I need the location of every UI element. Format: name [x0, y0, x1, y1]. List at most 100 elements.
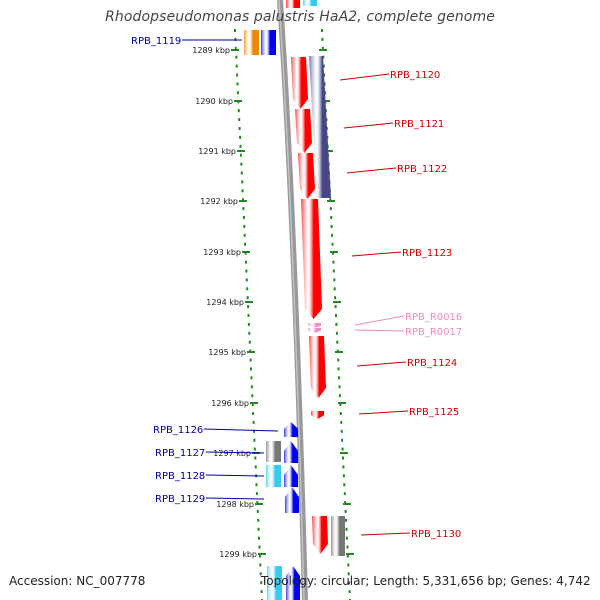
gene-label-rpb-1127[interactable]: RPB_1127 — [155, 448, 205, 459]
scale-rail-dot-left — [259, 572, 262, 576]
gene-label-rpb-1128[interactable]: RPB_1128 — [155, 471, 205, 482]
feature-hypothetical-long[interactable] — [309, 56, 331, 198]
gene-label-rpb-1130[interactable]: RPB_1130 — [411, 529, 461, 540]
feature-rpb-1130[interactable] — [312, 516, 328, 554]
leader-line-rpb-r0016 — [354, 315, 405, 326]
scale-rail-dot-left — [242, 216, 245, 219]
scale-rail-dot-right — [339, 403, 342, 407]
scale-rail-dot-right — [334, 296, 337, 300]
scale-rail-dot-right — [337, 367, 340, 371]
feature-rpb-1126[interactable] — [284, 422, 298, 437]
leader-line-rpb-1126 — [203, 428, 279, 432]
feature-rpb-1127[interactable] — [284, 441, 298, 463]
scale-rail-dot-left — [234, 37, 237, 41]
gene-label-rpb-1129[interactable]: RPB_1129 — [155, 494, 205, 505]
scale-rail-dot-right — [331, 251, 334, 255]
scale-rail-dot-right — [332, 260, 335, 264]
scale-rail-dot-right — [345, 527, 348, 531]
scale-rail-dot-left — [249, 358, 252, 362]
scale-tick-label: 1298 kbp — [216, 500, 254, 509]
feature-grey-1130-neighbor[interactable] — [331, 516, 345, 556]
scale-rail-dot-left — [234, 46, 237, 50]
scale-rail-dot-left — [245, 278, 248, 282]
feature-rpb-1119[interactable] — [261, 30, 276, 55]
scale-rail-dot-left — [247, 314, 250, 317]
gene-label-rpb-r0016[interactable]: RPB_R0016 — [405, 312, 462, 323]
leader-line-rpb-1121 — [343, 122, 394, 129]
scale-rail-dot-right — [322, 55, 325, 59]
leader-line-rpb-1124 — [356, 361, 407, 367]
scale-tick-right — [346, 553, 354, 555]
feature-rpb-1123[interactable] — [301, 199, 322, 319]
scale-rail-dot-left — [254, 465, 257, 469]
scale-tick-left — [245, 301, 253, 303]
scale-tick-right — [333, 301, 341, 303]
scale-rail-dot-left — [247, 305, 250, 309]
feature-rpb-1124[interactable] — [309, 336, 326, 398]
scale-rail-dot-right — [347, 563, 350, 567]
scale-tick-right — [338, 402, 346, 404]
scale-rail-dot-left — [258, 545, 261, 549]
scale-rail-dot-right — [339, 412, 342, 415]
scale-tick-label: 1297 kbp — [213, 449, 251, 458]
feature-top-cyan[interactable] — [303, 0, 317, 6]
scale-rail-dot-left — [243, 233, 246, 237]
gene-label-rpb-1121[interactable]: RPB_1121 — [394, 119, 444, 130]
feature-rpb-1128[interactable] — [266, 465, 281, 487]
scale-rail-dot-left — [260, 581, 263, 585]
feature-rpb-1128-arrow[interactable] — [284, 465, 298, 487]
scale-tick-right — [335, 351, 343, 353]
scale-rail-dot-left — [247, 322, 250, 326]
leader-line-rpb-1130 — [360, 532, 411, 536]
scale-rail-dot-right — [329, 198, 332, 202]
feature-orange[interactable] — [244, 30, 259, 55]
scale-tick-left — [255, 503, 263, 505]
scale-rail-dot-left — [239, 135, 242, 139]
scale-rail-dot-left — [252, 412, 255, 415]
gene-label-rpb-1124[interactable]: RPB_1124 — [407, 358, 457, 369]
feature-bottom-blue[interactable] — [286, 566, 300, 600]
feature-rpb-1120[interactable] — [291, 57, 308, 109]
scale-tick-label: 1294 kbp — [206, 298, 244, 307]
gene-label-rpb-r0017[interactable]: RPB_R0017 — [405, 327, 462, 338]
scale-tick-right — [340, 452, 348, 454]
gene-label-rpb-1123[interactable]: RPB_1123 — [402, 248, 452, 259]
leader-line-rpb-1123 — [351, 251, 402, 257]
gene-label-rpb-1126[interactable]: RPB_1126 — [153, 425, 203, 436]
scale-rail-dot-left — [256, 501, 259, 504]
feature-bottom-cyan[interactable] — [267, 566, 282, 600]
scale-rail-dot-right — [332, 269, 335, 273]
feature-rpb-1121[interactable] — [295, 109, 312, 153]
gene-label-rpb-1122[interactable]: RPB_1122 — [397, 164, 447, 175]
scale-tick-right — [319, 49, 327, 51]
scale-rail-dot-left — [236, 73, 239, 77]
gene-label-rpb-1120[interactable]: RPB_1120 — [390, 70, 440, 81]
leader-line-rpb-1127 — [205, 451, 265, 454]
feature-rpb-1129[interactable] — [285, 487, 299, 513]
feature-rpb-r0017[interactable] — [308, 328, 321, 333]
scale-rail-dot-right — [340, 429, 343, 433]
scale-rail-dot-left — [238, 127, 241, 130]
features-layer — [244, 0, 345, 600]
scale-rail-dot-left — [257, 527, 260, 531]
scale-ticks-layer: 1289 kbp 1290 kbp 1291 kbp 1292 kbp 1293 kbp… — [192, 29, 354, 600]
gene-label-rpb-1119[interactable]: RPB_1119 — [131, 36, 181, 47]
feature-rpb-1122[interactable] — [298, 153, 315, 199]
scale-rail-dot-right — [342, 465, 345, 469]
scale-rail-dot-left — [251, 403, 254, 407]
feature-top-red[interactable] — [286, 0, 300, 8]
scale-tick-right — [325, 150, 333, 152]
feature-grey-1127[interactable] — [266, 441, 281, 462]
feature-rpb-r0016[interactable] — [308, 323, 321, 328]
scale-rail-dot-right — [321, 46, 324, 50]
gene-label-rpb-1125[interactable]: RPB_1125 — [409, 407, 459, 418]
scale-rail-dot-right — [323, 73, 326, 77]
scale-tick-right — [327, 200, 335, 202]
scale-rail-dot-right — [347, 572, 350, 576]
scale-rail-dot-left — [253, 429, 255, 433]
genome-backbone — [277, 0, 308, 600]
scale-rail-dot-left — [240, 162, 243, 166]
feature-rpb-1125[interactable] — [311, 411, 324, 419]
scale-tick-left — [237, 150, 245, 152]
